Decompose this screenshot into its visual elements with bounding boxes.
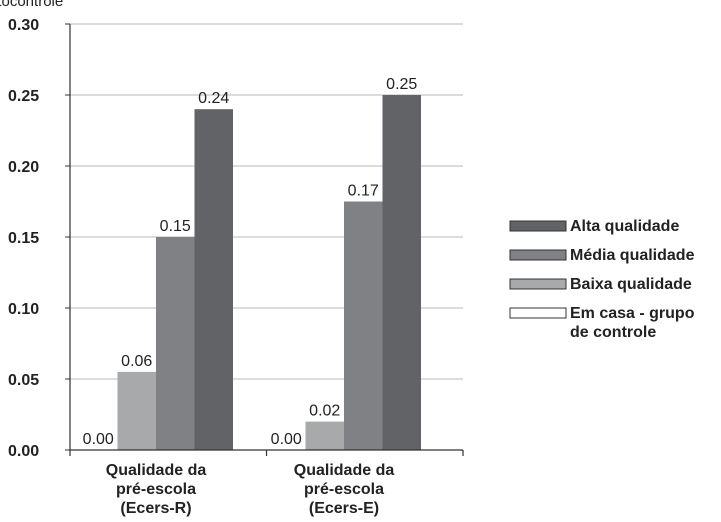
data-label: 0.00	[83, 431, 114, 448]
bar	[156, 237, 195, 450]
data-label: 0.00	[271, 431, 302, 448]
category-label: (Ecers-R)	[120, 500, 191, 517]
legend-label: Em casa - grupo	[570, 305, 695, 322]
legend-swatch	[509, 278, 567, 290]
legend-swatch	[509, 307, 567, 319]
legend-swatch	[509, 220, 567, 232]
data-labels: 0.00 0.06 0.15 0.24 0.00 0.02 0.17 0.25	[83, 76, 418, 448]
category-label: (Ecers-E)	[309, 500, 379, 517]
legend-label: Média qualidade	[570, 247, 695, 264]
data-label: 0.06	[121, 353, 152, 370]
bars	[117, 95, 421, 450]
data-label: 0.24	[198, 90, 229, 107]
category-label: pré-escola	[304, 481, 384, 498]
y-axis-label: itocontrole	[0, 0, 63, 10]
data-label: 0.02	[309, 403, 340, 420]
bar	[382, 95, 421, 450]
y-tick-label: 0.05	[8, 372, 39, 389]
category-label: pré-escola	[116, 481, 196, 498]
y-tick-label: 0.10	[8, 301, 39, 318]
legend-label: Baixa qualidade	[570, 276, 692, 293]
legend: Alta qualidade Média qualidade Baixa quali…	[509, 218, 695, 341]
data-label: 0.15	[160, 218, 191, 235]
bar	[194, 109, 233, 450]
y-tick-label: 0.00	[8, 443, 39, 460]
y-tick-label: 0.15	[8, 230, 39, 247]
data-label: 0.17	[348, 183, 379, 200]
legend-swatch	[509, 249, 567, 261]
bar	[344, 201, 383, 450]
category-label: Qualidade da	[294, 462, 395, 479]
y-tick-labels: 0.00 0.05 0.10 0.15 0.20 0.25 0.30	[8, 17, 39, 460]
legend-label: de controle	[570, 324, 656, 341]
axes	[65, 23, 464, 456]
data-label: 0.25	[386, 76, 417, 93]
category-label: Qualidade da	[106, 462, 207, 479]
legend-label: Alta qualidade	[570, 218, 679, 235]
category-labels: Qualidade da pré-escola (Ecers-R) Qualidade…	[106, 462, 395, 517]
y-tick-label: 0.25	[8, 88, 39, 105]
y-tick-label: 0.20	[8, 159, 39, 176]
bar	[305, 421, 344, 450]
bar	[117, 371, 156, 450]
y-tick-label: 0.30	[8, 17, 39, 34]
